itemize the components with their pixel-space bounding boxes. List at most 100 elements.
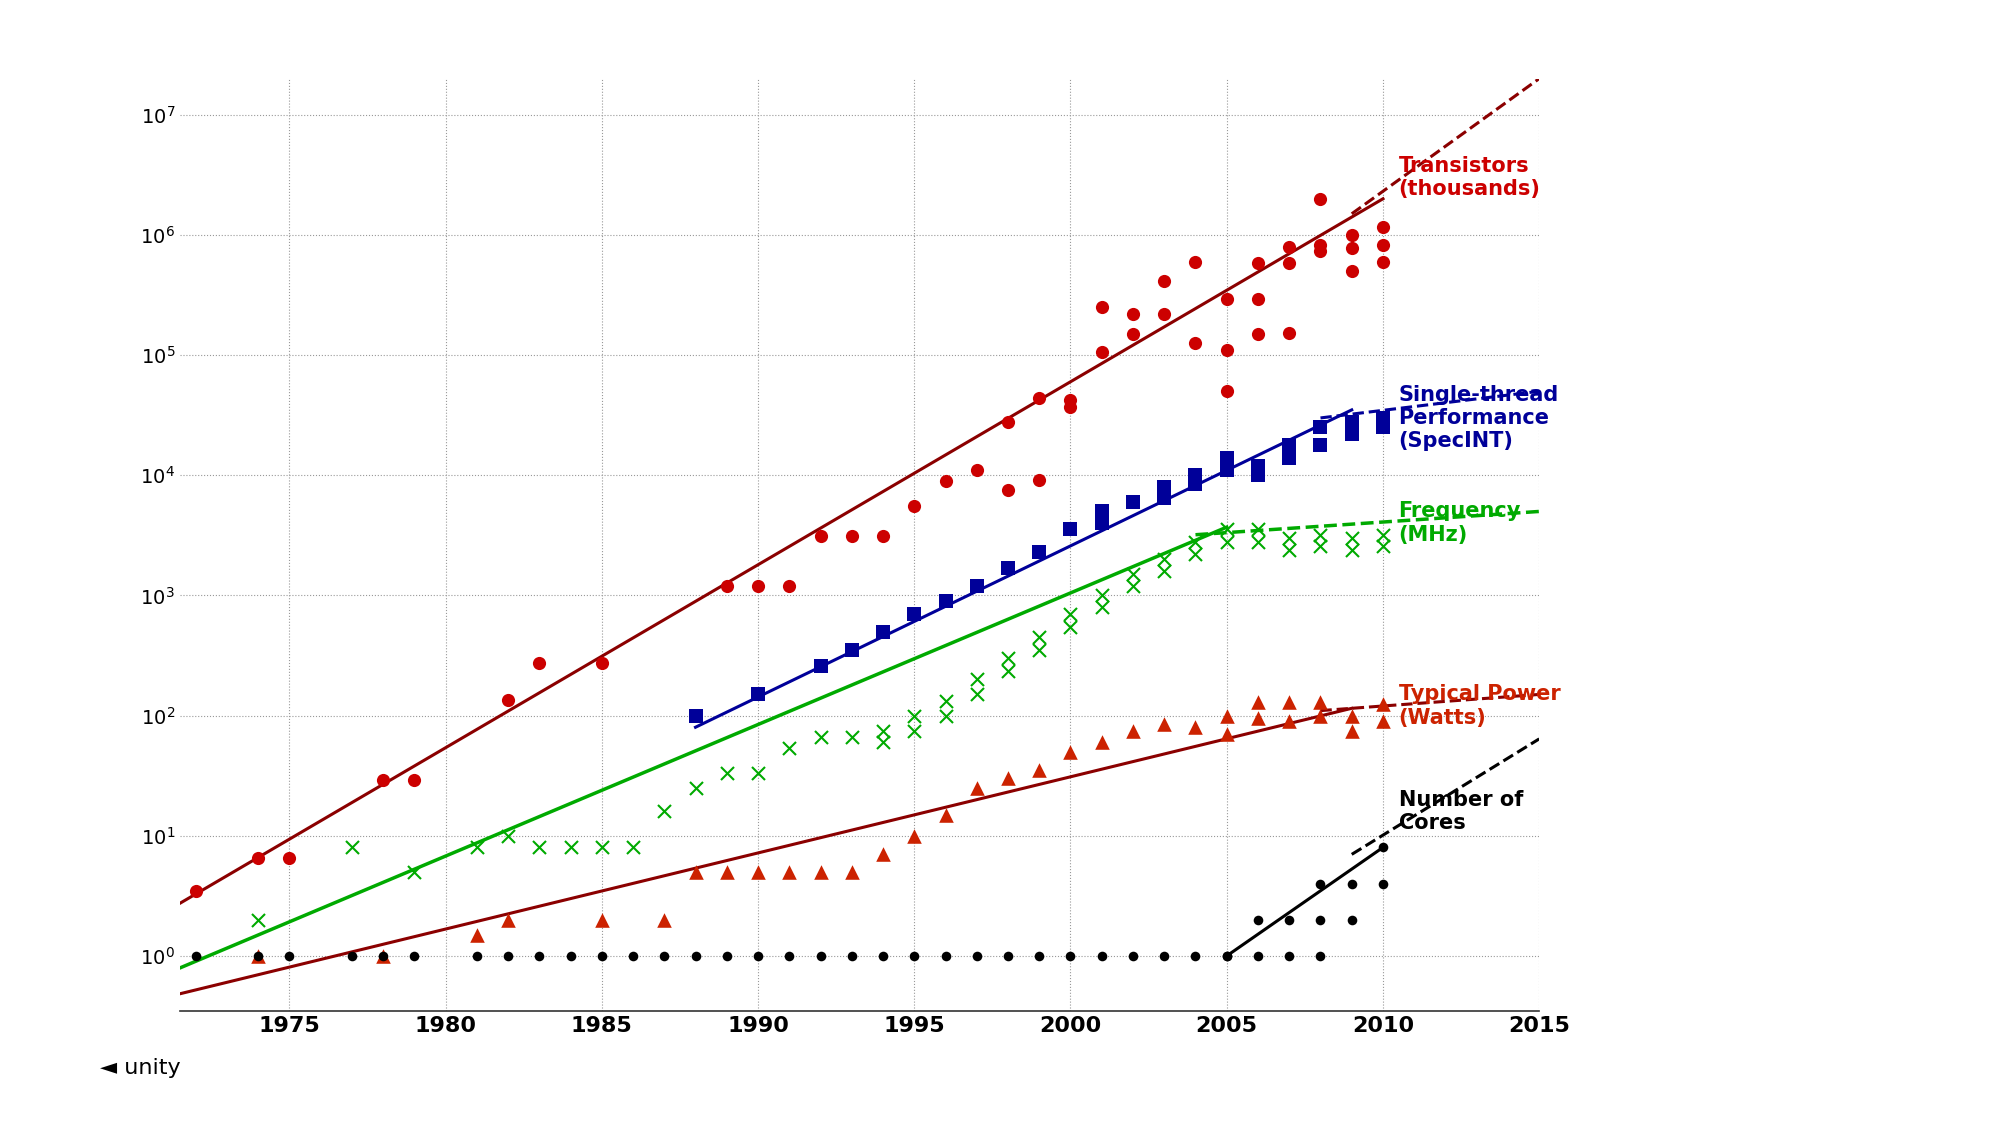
- Point: [368, 947, 400, 965]
- Point: [462, 947, 494, 965]
- Point: [1367, 695, 1399, 713]
- Point: [1117, 325, 1149, 343]
- Point: [398, 772, 430, 789]
- Point: [991, 769, 1023, 787]
- Point: [773, 739, 805, 757]
- Point: [1147, 562, 1179, 579]
- Point: [711, 862, 743, 880]
- Point: [242, 849, 274, 867]
- Point: [1055, 618, 1087, 636]
- Point: [1211, 725, 1243, 743]
- Point: [398, 947, 430, 965]
- Point: [1023, 947, 1055, 965]
- Point: [803, 947, 835, 965]
- Text: Number of
Cores: Number of Cores: [1399, 789, 1522, 833]
- Point: [1179, 532, 1211, 550]
- Point: [1273, 323, 1305, 341]
- Point: [1241, 911, 1273, 929]
- Point: [1085, 947, 1117, 965]
- Point: [679, 779, 711, 797]
- Point: [1367, 712, 1399, 730]
- Point: [1305, 706, 1337, 724]
- Point: [897, 722, 929, 740]
- Point: [647, 911, 679, 929]
- Point: [1367, 218, 1399, 236]
- Point: [1241, 520, 1273, 538]
- Point: [585, 947, 617, 965]
- Point: [773, 862, 805, 880]
- Point: [961, 670, 993, 688]
- Point: [1147, 715, 1179, 733]
- Point: [585, 654, 617, 672]
- Point: [1211, 947, 1243, 965]
- Point: [1241, 466, 1273, 484]
- Point: [991, 663, 1023, 681]
- Point: [180, 947, 212, 965]
- Point: [1147, 478, 1179, 496]
- Point: [1305, 236, 1337, 254]
- Point: [492, 827, 523, 844]
- Text: ◄ unity: ◄ unity: [100, 1058, 180, 1078]
- Point: [741, 685, 773, 703]
- Point: [1211, 520, 1243, 538]
- Point: [148, 947, 180, 965]
- Point: [835, 641, 867, 659]
- Point: [1055, 520, 1087, 538]
- Point: [617, 839, 649, 857]
- Point: [1241, 947, 1273, 965]
- Point: [1335, 541, 1367, 559]
- Point: [1179, 335, 1211, 353]
- Point: [991, 412, 1023, 430]
- Point: [1211, 947, 1243, 965]
- Point: [679, 706, 711, 724]
- Point: [1335, 529, 1367, 547]
- Point: [492, 911, 523, 929]
- Point: [1273, 254, 1305, 272]
- Point: [336, 839, 368, 857]
- Point: [1117, 722, 1149, 740]
- Point: [1211, 449, 1243, 467]
- Point: [1273, 529, 1305, 547]
- Point: [679, 862, 711, 880]
- Point: [1211, 462, 1243, 480]
- Point: [929, 692, 961, 710]
- Point: [1023, 471, 1055, 489]
- Point: [929, 472, 961, 490]
- Point: [1305, 947, 1337, 965]
- Point: [835, 862, 867, 880]
- Point: [1335, 875, 1367, 893]
- Point: [462, 839, 494, 857]
- Point: [897, 605, 929, 623]
- Point: [1335, 426, 1367, 444]
- Point: [1211, 532, 1243, 550]
- Point: [1085, 299, 1117, 317]
- Point: [711, 947, 743, 965]
- Point: [1305, 419, 1337, 437]
- Point: [1085, 344, 1117, 362]
- Point: [1023, 641, 1055, 659]
- Point: [1023, 761, 1055, 779]
- Point: [1305, 693, 1337, 711]
- Point: [148, 904, 180, 922]
- Text: Transistors
(thousands): Transistors (thousands): [1399, 156, 1540, 199]
- Point: [711, 765, 743, 783]
- Point: [1147, 550, 1179, 568]
- Point: [1147, 273, 1179, 291]
- Point: [1305, 911, 1337, 929]
- Point: [242, 947, 274, 965]
- Point: [1241, 291, 1273, 309]
- Point: [647, 802, 679, 820]
- Point: [1367, 537, 1399, 555]
- Text: Typical Power
(Watts): Typical Power (Watts): [1399, 685, 1560, 728]
- Text: Frequency
(MHz): Frequency (MHz): [1399, 502, 1520, 545]
- Point: [492, 947, 523, 965]
- Point: [462, 925, 494, 943]
- Point: [585, 839, 617, 857]
- Point: [741, 765, 773, 783]
- Point: [1023, 628, 1055, 646]
- Point: [1273, 712, 1305, 730]
- Point: [1273, 911, 1305, 929]
- Point: [897, 947, 929, 965]
- Point: [929, 805, 961, 823]
- Point: [1055, 398, 1087, 416]
